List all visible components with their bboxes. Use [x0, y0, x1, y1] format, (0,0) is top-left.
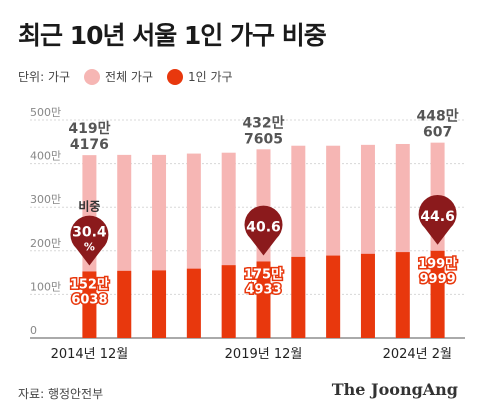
bar-single — [117, 270, 132, 338]
x-tick-label: 2014년 12월 — [51, 347, 129, 362]
bar-single — [256, 261, 271, 338]
legend-unit: 단위: 가구 — [18, 70, 71, 84]
share-value-label: 44.6 — [420, 209, 455, 225]
share-marker — [70, 215, 109, 266]
bar-single — [326, 255, 341, 338]
legend-label-single: 1인 가구 — [188, 70, 233, 84]
single-value-label: 152만 — [70, 276, 109, 292]
x-tick-label: 2019년 12월 — [225, 347, 303, 362]
legend-swatch-total — [84, 68, 101, 85]
share-marker — [418, 194, 457, 245]
bar-single — [152, 270, 167, 338]
total-value-label: 432만 — [242, 115, 284, 131]
y-tick-label: 400만 — [30, 150, 61, 163]
bar-single — [186, 268, 201, 338]
y-tick-label: 0 — [30, 324, 37, 337]
chart-title: 최근 10년 서울 1인 가구 비중 — [18, 21, 327, 50]
bar-single — [221, 265, 236, 338]
single-value-label: 6038 — [71, 292, 107, 307]
share-unit-label: % — [84, 240, 95, 253]
single-value-label: 9999 — [419, 272, 455, 287]
bar-single — [291, 256, 306, 338]
total-value-label: 4176 — [70, 137, 109, 153]
legend: 단위: 가구 전체 가구 1인 가구 — [18, 68, 247, 85]
total-value-label: 419만 — [68, 121, 110, 137]
share-value-label: 40.6 — [246, 219, 281, 235]
y-tick-label: 200만 — [30, 237, 61, 250]
bar-single — [430, 250, 445, 338]
bar-single — [82, 271, 97, 338]
share-value-label: 30.4 — [72, 224, 107, 240]
share-caption: 비중 — [78, 198, 100, 213]
source-note: 자료: 행정안전부 — [18, 387, 104, 401]
total-value-label: 7605 — [244, 131, 283, 147]
brand-logo: The JoongAng — [331, 380, 458, 399]
total-value-label: 448만 — [417, 109, 459, 125]
single-value-label: 199만 — [418, 256, 457, 272]
legend-item-single: 1인 가구 — [167, 68, 233, 85]
legend-swatch-single — [167, 68, 184, 85]
total-value-label: 607 — [423, 125, 452, 141]
legend-item-total: 전체 가구 — [84, 68, 153, 85]
y-tick-label: 300만 — [30, 193, 61, 206]
legend-label-total: 전체 가구 — [105, 70, 154, 84]
bar-single — [360, 253, 375, 338]
bar-single — [395, 252, 410, 338]
single-value-label: 4933 — [245, 282, 281, 297]
share-marker — [244, 205, 283, 256]
x-tick-label: 2024년 2월 — [383, 347, 452, 362]
y-tick-label: 100만 — [30, 280, 61, 293]
y-tick-label: 500만 — [30, 106, 61, 119]
single-value-label: 175만 — [244, 266, 283, 282]
